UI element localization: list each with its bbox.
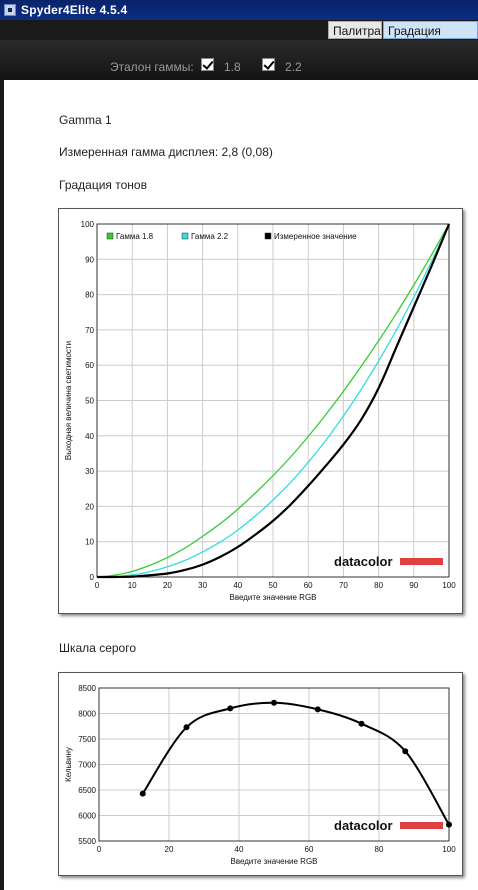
plot-area bbox=[96, 223, 450, 578]
gamma-1-8-label: 1.8 bbox=[224, 60, 241, 74]
series-line-1 bbox=[96, 223, 450, 578]
x-tick-label: 100 bbox=[442, 581, 456, 590]
gray-section-title: Шкала серого bbox=[59, 641, 137, 655]
y-tick-label: 70 bbox=[85, 326, 94, 335]
y-tick-label: 90 bbox=[85, 255, 94, 264]
tone-chart-frame: 0 10 20 30 40 50 60 70 80 90 100 0 10 20 30 40 50 60 70 80 9… bbox=[58, 208, 463, 614]
plot-area bbox=[98, 687, 450, 842]
measured-gamma-text: Измеренная гамма дисплея: 2,8 (0,08) bbox=[59, 145, 273, 159]
x-tick-label: 40 bbox=[233, 581, 242, 590]
data-point bbox=[139, 790, 146, 797]
gamma-1-8-checkbox[interactable] bbox=[201, 58, 214, 71]
y-tick-label: 7500 bbox=[78, 735, 96, 744]
y-tick-label: 50 bbox=[85, 397, 94, 406]
data-point bbox=[358, 720, 365, 727]
x-tick-label: 70 bbox=[339, 581, 348, 590]
datacolor-logo-text: datacolor bbox=[334, 818, 393, 833]
gamma-2-2-checkbox[interactable] bbox=[262, 58, 275, 71]
legend-label: Измеренное значение bbox=[274, 232, 357, 241]
title-bar: Spyder4Elite 4.5.4 bbox=[0, 0, 478, 20]
gray-scale-chart: 0 20 40 60 80 100 5500 6000 6500 7000 7500 8000 8500… bbox=[64, 684, 456, 866]
tab-palette[interactable]: Палитра bbox=[328, 21, 382, 39]
series-line-2 bbox=[96, 223, 450, 578]
y-tick-label: 20 bbox=[85, 502, 94, 511]
y-tick-label: 5500 bbox=[78, 837, 96, 846]
datacolor-logo-text: datacolor bbox=[334, 554, 393, 569]
legend-label: Гамма 1.8 bbox=[116, 232, 154, 241]
tone-section-title: Градация тонов bbox=[59, 178, 147, 192]
y-tick-label: 80 bbox=[85, 291, 94, 300]
series-line-3 bbox=[96, 223, 451, 579]
x-tick-label: 40 bbox=[235, 845, 244, 854]
app-icon bbox=[4, 4, 16, 16]
x-axis-label: Введите значение RGB bbox=[230, 857, 317, 866]
y-tick-label: 100 bbox=[81, 220, 95, 229]
x-tick-label: 60 bbox=[305, 845, 314, 854]
x-tick-label: 30 bbox=[198, 581, 207, 590]
gamma-2-2-label: 2.2 bbox=[285, 60, 302, 74]
y-tick-label: 10 bbox=[85, 538, 94, 547]
data-point bbox=[183, 724, 190, 731]
y-tick-label: 40 bbox=[85, 432, 94, 441]
datacolor-logo-bar bbox=[400, 558, 443, 565]
x-tick-label: 80 bbox=[374, 581, 383, 590]
y-axis-label: Выходная величина светимости bbox=[64, 341, 73, 460]
x-tick-label: 60 bbox=[304, 581, 313, 590]
y-tick-label: 0 bbox=[90, 573, 95, 582]
gamma-toolbar bbox=[0, 40, 478, 80]
data-point bbox=[402, 748, 409, 755]
gray-chart-frame: 0 20 40 60 80 100 5500 6000 6500 7000 7500 8000 8500… bbox=[58, 672, 463, 876]
x-tick-label: 90 bbox=[409, 581, 418, 590]
y-tick-label: 60 bbox=[85, 361, 94, 370]
legend-swatch bbox=[181, 232, 189, 240]
y-tick-label: 8000 bbox=[78, 710, 96, 719]
y-axis-label: Кельвину bbox=[64, 747, 73, 782]
data-point bbox=[446, 821, 452, 828]
legend-swatch bbox=[264, 232, 272, 240]
x-tick-label: 0 bbox=[95, 581, 100, 590]
report-heading: Gamma 1 bbox=[59, 113, 112, 127]
tab-bar: Палитра Градация тонов bbox=[0, 20, 478, 56]
x-tick-label: 10 bbox=[128, 581, 137, 590]
x-tick-label: 50 bbox=[269, 581, 278, 590]
gamma-reference-label: Эталон гаммы: bbox=[110, 60, 194, 74]
data-point bbox=[227, 705, 234, 712]
datacolor-logo-bar bbox=[400, 822, 443, 829]
x-tick-label: 0 bbox=[97, 845, 102, 854]
y-tick-label: 6000 bbox=[78, 812, 96, 821]
legend-swatch bbox=[106, 232, 114, 240]
y-tick-label: 7000 bbox=[78, 761, 96, 770]
x-axis-label: Введите значение RGB bbox=[229, 593, 316, 602]
y-tick-label: 30 bbox=[85, 467, 94, 476]
y-tick-label: 8500 bbox=[78, 684, 96, 693]
data-point bbox=[271, 699, 277, 706]
data-point bbox=[314, 706, 321, 713]
x-tick-label: 20 bbox=[165, 845, 174, 854]
window-frame-left bbox=[0, 80, 4, 890]
x-tick-label: 80 bbox=[375, 845, 384, 854]
x-tick-label: 20 bbox=[163, 581, 172, 590]
tone-gradation-chart: 0 10 20 30 40 50 60 70 80 90 100 0 10 20 30 40 50 60 70 80 9… bbox=[64, 220, 456, 602]
y-tick-label: 6500 bbox=[78, 786, 96, 795]
tab-tone-gradation[interactable]: Градация тонов bbox=[383, 21, 478, 56]
window-title: Spyder4Elite 4.5.4 bbox=[21, 3, 128, 17]
x-tick-label: 100 bbox=[442, 845, 456, 854]
series-line-1 bbox=[141, 701, 450, 826]
legend-label: Гамма 2.2 bbox=[191, 232, 229, 241]
